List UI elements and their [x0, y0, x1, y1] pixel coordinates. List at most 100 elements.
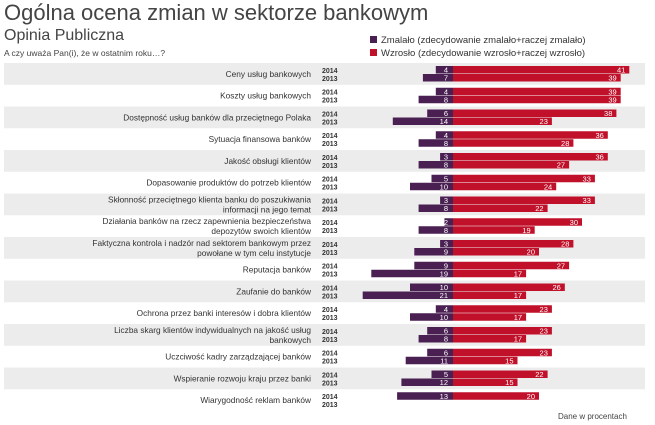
- legend-label-increased: Wzrosło (zdecydowanie wzrosło+raczej wzr…: [381, 48, 586, 59]
- year-label: 2013: [322, 76, 338, 83]
- bar-decreased-y2013: [362, 291, 453, 299]
- year-label: 2014: [322, 285, 338, 292]
- chart-subtitle: Opinia Publiczna: [4, 27, 125, 44]
- bar-decreased-y2014: [435, 131, 453, 139]
- bar-increased-y2014: [453, 370, 548, 378]
- category-label: Dopasowanie produktów do potrzeb klientó…: [146, 178, 312, 188]
- bar-increased-y2014: [453, 305, 552, 313]
- bar-increased-y2013: [453, 378, 518, 386]
- bar-increased-y2013: [453, 269, 527, 278]
- value-label-increased: 36: [595, 153, 603, 162]
- bar-increased-y2014: [453, 196, 595, 204]
- bar-decreased-y2013: [418, 226, 453, 234]
- year-label: 2014: [322, 90, 338, 97]
- year-label: 2013: [322, 163, 338, 170]
- value-label-increased: 23: [540, 348, 548, 357]
- bar-decreased-y2014: [440, 240, 453, 248]
- value-label-increased: 17: [514, 313, 522, 322]
- value-label-decreased: 8: [444, 204, 448, 213]
- bar-increased-y2014: [453, 66, 630, 74]
- category-label: Skłonność przeciętnego klienta banku do …: [108, 194, 312, 214]
- bar-increased-y2014: [453, 109, 617, 117]
- year-label: 2013: [322, 337, 338, 344]
- bar-decreased-y2014: [431, 174, 453, 183]
- year-label: 2014: [322, 242, 338, 249]
- bar-decreased-y2014: [410, 283, 453, 291]
- value-label-decreased: 10: [440, 182, 448, 191]
- value-label-decreased: 3: [444, 153, 448, 162]
- bar-increased-y2014: [453, 261, 570, 270]
- year-label: 2014: [322, 220, 338, 227]
- category-label: Działania banków na rzecz zapewnienia be…: [103, 216, 312, 236]
- value-label-increased: 23: [540, 327, 548, 336]
- value-label-decreased: 6: [444, 327, 448, 336]
- category-label: Wiarygodność reklam banków: [200, 395, 312, 405]
- category-label: Ceny usług bankowych: [226, 69, 312, 79]
- year-label: 2013: [322, 359, 338, 366]
- value-label-decreased: 3: [444, 240, 448, 249]
- bar-decreased-y2013: [418, 95, 453, 104]
- value-label-decreased: 8: [444, 95, 448, 104]
- bar-increased-y2014: [453, 283, 565, 291]
- value-label-decreased: 9: [444, 248, 448, 257]
- legend-label-decreased: Zmalało (zdecydowanie zmalało+raczej zma…: [381, 35, 586, 46]
- year-label: 2013: [322, 293, 338, 300]
- category-label: Reputacja banków: [243, 265, 312, 275]
- bar-increased-y2013: [453, 335, 527, 343]
- year-label: 2013: [322, 185, 338, 192]
- bar-increased-y2013: [453, 291, 527, 299]
- bar-increased-y2014: [453, 392, 539, 400]
- category-label: Dostępność usług banków dla przeciętnego…: [123, 112, 311, 122]
- value-label-increased: 20: [527, 392, 535, 401]
- category-label: Sytuacja finansowa banków: [209, 134, 312, 144]
- value-label-decreased: 12: [440, 378, 448, 387]
- bar-increased-y2013: [453, 95, 621, 104]
- year-label: 2013: [322, 141, 338, 148]
- value-label-decreased: 7: [444, 74, 448, 83]
- bar-increased-y2014: [453, 327, 552, 335]
- chart-title: Ogólna ocena zmian w sektorze bankowym: [4, 0, 429, 25]
- bar-increased-y2014: [453, 218, 582, 226]
- value-label-decreased: 19: [440, 269, 448, 278]
- category-label: Jakość obsługi klientów: [224, 156, 312, 166]
- value-label-increased: 17: [514, 291, 522, 300]
- value-label-increased: 28: [561, 240, 569, 249]
- bar-increased-y2013: [453, 226, 535, 234]
- bar-decreased-y2013: [371, 269, 453, 278]
- bar-increased-y2013: [453, 182, 557, 191]
- bar-decreased-y2014: [397, 392, 453, 400]
- year-label: 2014: [322, 155, 338, 162]
- legend-item-decreased: Zmalało (zdecydowanie zmalało+raczej zma…: [370, 35, 586, 46]
- value-label-increased: 30: [570, 218, 578, 227]
- bar-increased-y2014: [453, 131, 608, 139]
- year-label: 2014: [322, 111, 338, 118]
- bar-decreased-y2014: [427, 348, 453, 357]
- year-label: 2014: [322, 372, 338, 379]
- value-label-increased: 23: [540, 117, 548, 126]
- bar-increased-y2013: [453, 248, 539, 256]
- value-label-increased: 15: [505, 356, 513, 365]
- value-label-increased: 22: [535, 204, 543, 213]
- bar-increased-y2014: [453, 348, 552, 357]
- value-label-decreased: 13: [440, 392, 448, 401]
- value-label-decreased: 8: [444, 335, 448, 344]
- value-label-increased: 24: [544, 182, 552, 191]
- year-label: 2013: [322, 315, 338, 322]
- bar-increased-y2013: [453, 161, 570, 169]
- value-label-decreased: 4: [444, 87, 448, 96]
- category-label: Koszty usług bankowych: [220, 91, 311, 101]
- bar-decreased-y2013: [410, 182, 453, 191]
- value-label-increased: 39: [608, 95, 616, 104]
- value-label-increased: 19: [522, 226, 530, 235]
- bar-increased-y2013: [453, 313, 527, 321]
- year-label: 2014: [322, 394, 338, 401]
- category-label: Faktyczna kontrola i nadzór nad sektorem…: [92, 238, 311, 258]
- value-label-increased: 39: [608, 74, 616, 83]
- value-label-decreased: 8: [444, 139, 448, 148]
- year-label: 2013: [322, 402, 338, 409]
- year-label: 2014: [322, 177, 338, 184]
- year-label: 2013: [322, 119, 338, 126]
- value-label-increased: 33: [583, 174, 591, 183]
- value-label-decreased: 2: [444, 218, 448, 227]
